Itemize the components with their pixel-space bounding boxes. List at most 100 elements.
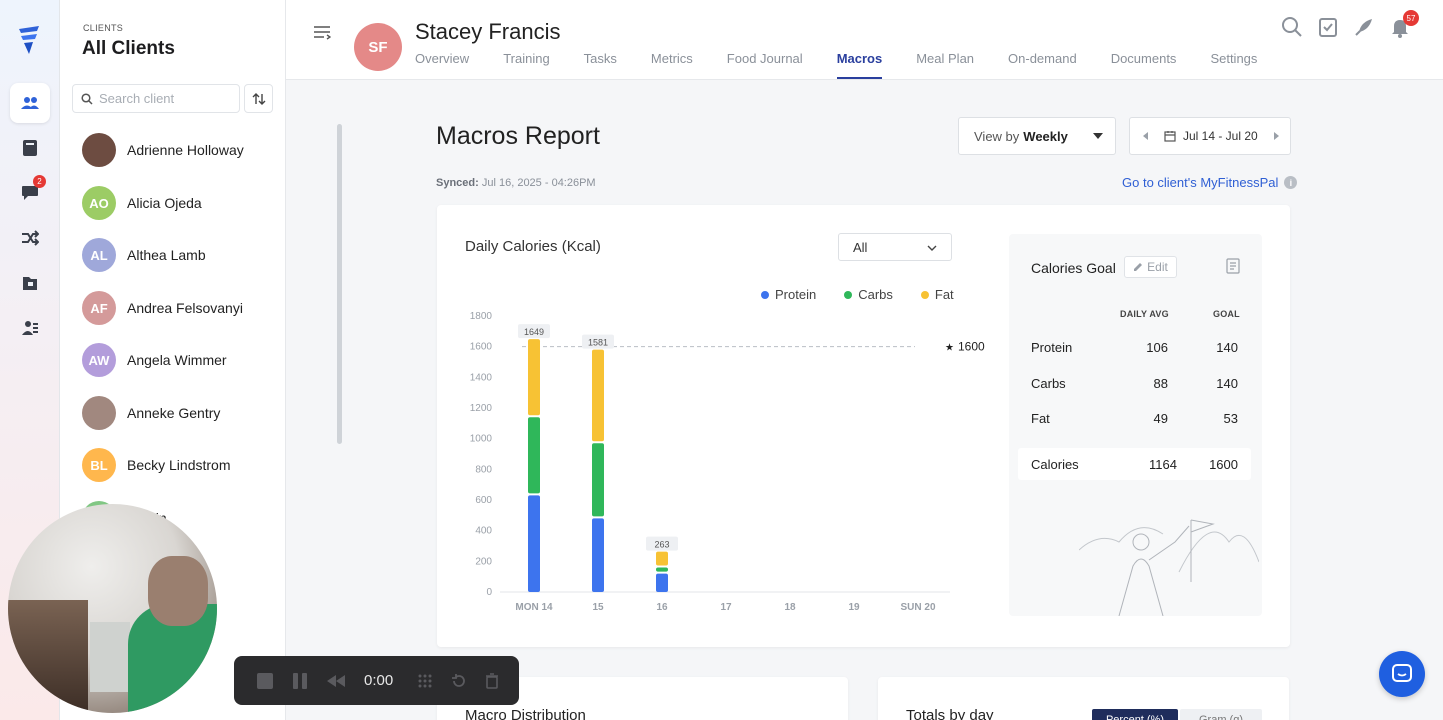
client-list-item[interactable]: Adrienne Holloway (82, 132, 282, 168)
restart-icon[interactable] (451, 673, 467, 689)
calories-goal-panel: Calories Goal Edit DAILY AVG GOAL Protei… (1009, 234, 1262, 616)
client-avatar: AF (82, 291, 116, 325)
app-logo-icon[interactable] (18, 26, 40, 54)
book-icon (23, 140, 37, 156)
legend-item[interactable]: Fat (920, 287, 954, 302)
trash-icon[interactable] (485, 672, 499, 689)
bar-segment-protein (656, 573, 668, 592)
macro-filter-dropdown[interactable]: All (838, 233, 952, 261)
stop-icon[interactable] (256, 672, 274, 690)
menu-collapse-icon[interactable] (313, 24, 331, 40)
myfitnesspal-link[interactable]: Go to client's MyFitnessPal i (1122, 175, 1298, 190)
rocket-icon[interactable] (1353, 16, 1375, 38)
client-avatar[interactable]: SF (354, 23, 402, 71)
legend-dot (920, 290, 929, 299)
gram-toggle[interactable]: Gram (g) (1180, 709, 1262, 720)
info-icon[interactable]: i (1284, 176, 1298, 189)
automation-nav-button[interactable] (10, 218, 50, 258)
client-list-item[interactable]: BL Becky Lindstrom (82, 447, 282, 483)
tab-settings[interactable]: Settings (1210, 51, 1258, 66)
goal-goal: 53 (1223, 411, 1238, 426)
prev-week-icon[interactable] (1142, 131, 1150, 141)
legend-label: Carbs (858, 287, 893, 302)
chart-title: Daily Calories (Kcal) (465, 238, 601, 255)
client-avatar: BL (82, 448, 116, 482)
tab-macros[interactable]: Macros (836, 51, 882, 79)
totals-by-day-title: Totals by day (906, 707, 994, 720)
tab-metrics[interactable]: Metrics (650, 51, 693, 66)
goal-goal: 140 (1216, 376, 1238, 391)
edit-goal-label: Edit (1147, 260, 1168, 274)
bar-segment-carbs (656, 567, 668, 572)
tab-on-demand[interactable]: On-demand (1008, 51, 1077, 66)
search-icon[interactable] (1281, 16, 1303, 38)
team-nav-button[interactable] (10, 308, 50, 348)
client-list-item[interactable]: AF Andrea Felsovanyi (82, 290, 282, 326)
client-name: Adrienne Holloway (127, 142, 244, 158)
pause-icon[interactable] (292, 672, 308, 690)
total-label-bg (646, 536, 678, 551)
bar-segment-carbs (528, 417, 540, 494)
view-by-dropdown[interactable]: View by Weekly (958, 117, 1116, 155)
client-list-item[interactable]: AL Althea Lamb (82, 237, 282, 273)
legend-item[interactable]: Carbs (844, 287, 893, 302)
client-list-item[interactable]: AO Alicia Ojeda (82, 185, 282, 221)
webcam-bubble[interactable] (8, 504, 217, 713)
client-name: Becky Lindstrom (127, 457, 231, 473)
percent-toggle[interactable]: Percent (%) (1092, 709, 1178, 720)
task-check-icon[interactable] (1317, 16, 1339, 38)
legend-item[interactable]: Protein (761, 287, 816, 302)
documents-nav-button[interactable] (10, 263, 50, 303)
view-by-label: View by (974, 128, 1020, 144)
next-week-icon[interactable] (1272, 131, 1280, 141)
sort-icon (252, 92, 265, 105)
goal-goal: 140 (1216, 340, 1238, 355)
y-tick-label: 1400 (470, 372, 493, 383)
date-range-picker[interactable]: Jul 14 - Jul 20 (1129, 117, 1291, 155)
goal-star-icon: ★ (945, 343, 954, 354)
messages-nav-button[interactable]: 2 (10, 173, 50, 213)
client-list-item[interactable]: AW Angela Wimmer (82, 342, 282, 378)
search-icon (81, 92, 93, 105)
clients-scrollbar[interactable] (337, 124, 342, 444)
calendar-icon (1164, 131, 1176, 142)
tab-overview[interactable]: Overview (415, 51, 470, 66)
bar-segment-carbs (592, 443, 604, 517)
x-tick-label: 19 (848, 602, 860, 613)
x-tick-label: 15 (592, 602, 604, 613)
x-tick-label: 17 (720, 602, 732, 613)
y-tick-label: 1600 (470, 342, 493, 353)
rewind-icon[interactable] (326, 674, 346, 688)
tab-tasks[interactable]: Tasks (583, 51, 617, 66)
drag-handle-icon[interactable] (417, 673, 433, 689)
chat-bubble-icon (1392, 664, 1412, 682)
search-box[interactable] (72, 84, 240, 113)
search-client-input[interactable] (99, 91, 229, 106)
x-tick-label: SUN 20 (900, 602, 935, 613)
bar-segment-fat (592, 349, 604, 442)
goal-avg: 88 (1153, 376, 1168, 391)
sort-button[interactable] (244, 84, 273, 113)
client-avatar: AW (82, 343, 116, 377)
tab-food-journal[interactable]: Food Journal (726, 51, 803, 66)
edit-goal-button[interactable]: Edit (1124, 256, 1177, 278)
library-nav-button[interactable] (10, 128, 50, 168)
y-tick-label: 0 (486, 587, 492, 598)
notifications-button[interactable]: 57 (1389, 10, 1419, 38)
clients-title: All Clients (82, 38, 175, 59)
bar-total-label: 1581 (588, 338, 608, 348)
bar-segment-protein (592, 518, 604, 592)
tab-training[interactable]: Training (503, 51, 550, 66)
y-tick-label: 200 (475, 556, 492, 567)
synced-label: Synced: (436, 177, 479, 189)
legend-dot (761, 290, 769, 299)
tab-meal-plan[interactable]: Meal Plan (916, 51, 975, 66)
shuffle-icon (22, 230, 39, 246)
chart-legend: Protein Carbs Fat (761, 287, 954, 302)
client-list-item[interactable]: Anneke Gentry (82, 395, 282, 431)
clients-nav-button[interactable] (10, 83, 50, 123)
document-icon[interactable] (1226, 258, 1240, 274)
tab-documents[interactable]: Documents (1110, 51, 1177, 66)
myfitnesspal-link-text[interactable]: Go to client's MyFitnessPal (1122, 175, 1279, 190)
support-chat-button[interactable] (1379, 651, 1425, 697)
